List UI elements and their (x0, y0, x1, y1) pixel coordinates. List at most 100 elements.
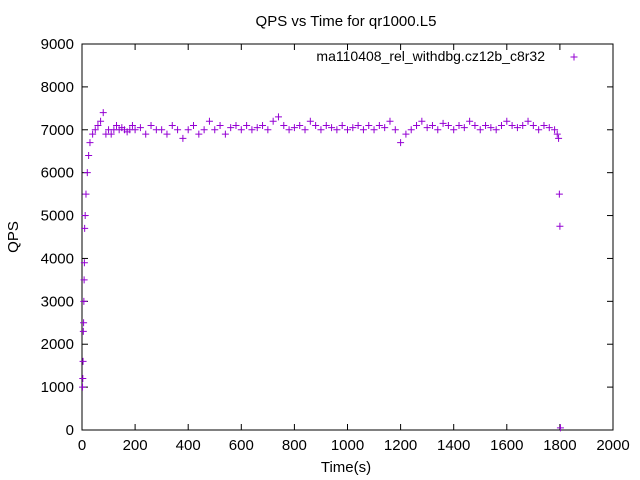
legend-marker-plus (570, 53, 578, 61)
data-point (476, 126, 484, 134)
data-point (365, 121, 373, 129)
data-point (397, 139, 405, 147)
data-point (553, 130, 561, 138)
x-tick-label: 1200 (384, 437, 417, 454)
data-point (519, 121, 527, 129)
data-point (142, 130, 150, 138)
data-point (391, 126, 399, 134)
data-point (79, 375, 87, 383)
x-axis: 0 200 400 600 800 1000 1200 1400 1600 1800 2000 (78, 44, 630, 454)
data-point (508, 121, 516, 129)
data-point (174, 126, 182, 134)
y-tick-label: 1000 (41, 379, 74, 396)
data-point (285, 126, 293, 134)
data-point (113, 121, 121, 129)
data-point (179, 134, 187, 142)
x-tick-label: 0 (78, 437, 86, 454)
data-point (80, 259, 88, 267)
data-point (97, 117, 105, 125)
data-point (184, 126, 192, 134)
data-point (237, 126, 245, 134)
x-tick-label: 800 (282, 437, 307, 454)
data-point (147, 121, 155, 129)
data-point (556, 424, 564, 432)
data-point (338, 121, 346, 129)
data-point (168, 121, 176, 129)
data-point (107, 130, 115, 138)
data-point (540, 121, 548, 129)
x-tick-label: 200 (123, 437, 148, 454)
data-point (328, 124, 336, 132)
data-point (80, 319, 88, 327)
legend-series-label: ma110408_rel_withdbg.cz12b_c8r32 (316, 48, 545, 64)
y-tick-label: 9000 (41, 36, 74, 53)
data-point (497, 121, 505, 129)
data-point (136, 124, 144, 132)
data-point (94, 121, 102, 129)
data-point (205, 117, 213, 125)
data-point (79, 383, 87, 391)
data-point (513, 124, 521, 132)
data-point (460, 124, 468, 132)
x-tick-label: 1000 (331, 437, 364, 454)
data-point (163, 130, 171, 138)
y-axis-title: QPS (5, 221, 22, 253)
data-point (232, 121, 240, 129)
data-point (492, 126, 500, 134)
data-point (200, 126, 208, 134)
x-tick-label: 600 (229, 437, 254, 454)
y-axis: 0 1000 2000 3000 4000 5000 6000 7000 8000 9000 (41, 36, 613, 439)
data-point (423, 124, 431, 132)
legend-series-marker (570, 53, 578, 61)
plot-frame (81, 43, 614, 431)
x-axis-title: Time(s) (321, 459, 371, 476)
data-point (290, 124, 298, 132)
data-point (243, 121, 251, 129)
data-point (556, 222, 564, 230)
data-point (402, 130, 410, 138)
data-point (80, 276, 88, 284)
data-point (386, 117, 394, 125)
y-tick-label: 2000 (41, 336, 74, 353)
data-point (333, 126, 341, 134)
data-point (79, 357, 87, 365)
data-point (91, 126, 99, 134)
y-tick-label: 8000 (41, 79, 74, 96)
chart-title: QPS vs Time for qr1000.L5 (256, 13, 437, 30)
data-point (269, 117, 277, 125)
data-point (211, 126, 219, 134)
y-tick-label: 6000 (41, 165, 74, 182)
data-point (85, 152, 93, 160)
data-point (301, 126, 309, 134)
legend: ma110408_rel_withdbg.cz12b_c8r32 (316, 48, 578, 64)
data-point (407, 126, 415, 134)
data-point (344, 126, 351, 134)
data-point (418, 117, 426, 125)
data-point (413, 121, 421, 129)
data-point (555, 134, 563, 142)
data-point (503, 117, 511, 125)
data-point (128, 121, 136, 129)
y-tick-label: 3000 (41, 293, 74, 310)
data-point (434, 126, 442, 134)
data-point (317, 126, 325, 134)
data-point (450, 126, 458, 134)
data-point (375, 121, 383, 129)
data-point (259, 121, 267, 129)
data-point (524, 117, 532, 125)
data-point (551, 126, 559, 134)
y-tick-label: 0 (66, 422, 74, 439)
data-point (466, 117, 474, 125)
data-point (81, 224, 89, 232)
data-point (312, 121, 320, 129)
data-point (81, 212, 89, 220)
data-point (455, 121, 463, 129)
data-point (487, 124, 495, 132)
data-point (370, 126, 378, 134)
data-point (359, 126, 367, 134)
data-point (381, 124, 389, 132)
data-point (354, 121, 362, 129)
y-tick-label: 5000 (41, 208, 74, 225)
data-point (86, 139, 94, 147)
